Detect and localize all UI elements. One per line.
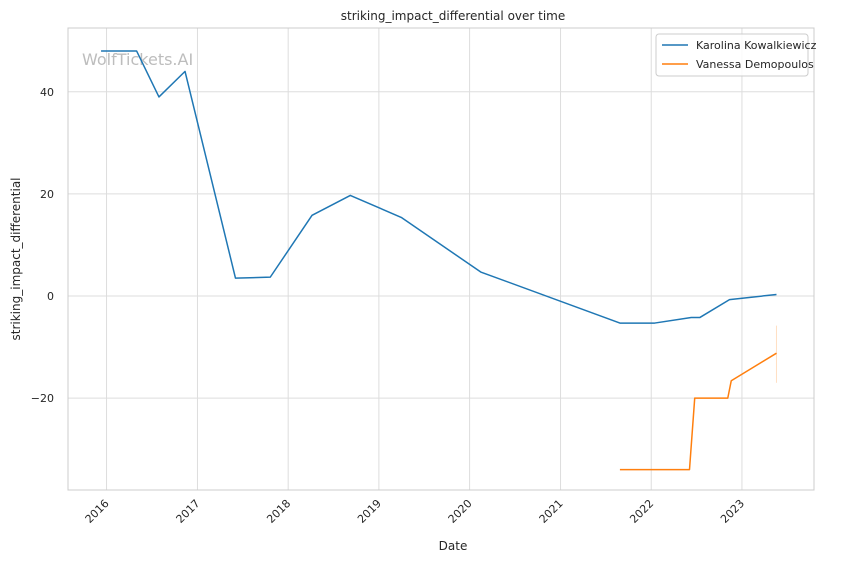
x-tick-label: 2019 (355, 497, 384, 526)
legend-label-karolina: Karolina Kowalkiewicz (696, 39, 817, 52)
plot-area (67, 27, 815, 491)
x-tick-label: 2022 (627, 497, 656, 526)
x-tick-label: 2023 (718, 497, 747, 526)
series (101, 50, 777, 471)
x-tick-label: 2017 (174, 497, 203, 526)
x-tick-label: 2018 (264, 497, 293, 526)
series-line-1 (619, 352, 777, 471)
legend-label-vanessa: Vanessa Demopoulos (696, 58, 814, 71)
y-tick-label: 0 (47, 290, 54, 303)
x-tick-label: 2021 (537, 497, 566, 526)
tick-labels: 2016 2017 2018 2019 2020 2021 2022 2023 −20 0 20 40 (31, 86, 747, 526)
grid (68, 28, 814, 490)
y-tick-label: 20 (40, 188, 54, 201)
chart-title: striking_impact_differential over time (341, 9, 566, 23)
series-line-0 (101, 50, 777, 324)
y-axis-label: striking_impact_differential (9, 177, 23, 340)
x-axis-label: Date (439, 539, 468, 553)
x-tick-label: 2016 (83, 497, 112, 526)
x-tick-label: 2020 (446, 497, 475, 526)
legend-box (655, 33, 809, 77)
y-tick-label: −20 (31, 392, 54, 405)
legend: Karolina Kowalkiewicz Vanessa Demopoulos (655, 33, 817, 77)
y-tick-label: 40 (40, 86, 54, 99)
watermark: WolfTickets.AI (82, 50, 193, 69)
